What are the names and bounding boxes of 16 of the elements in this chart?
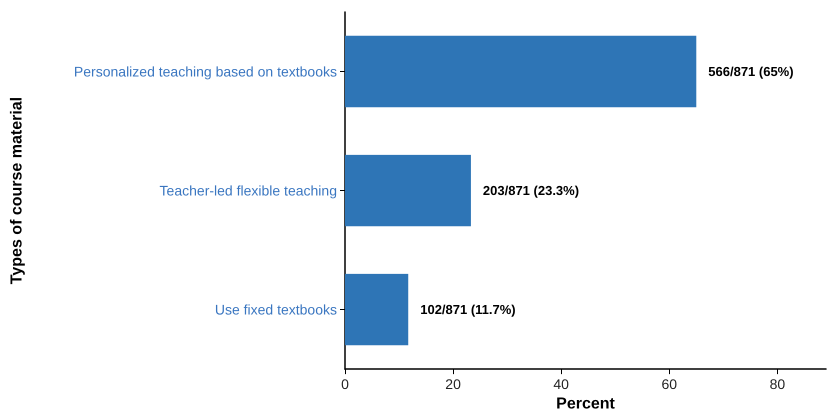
x-tick-label: 0 xyxy=(341,376,350,392)
data-label: 566/871 (65%) xyxy=(708,64,794,80)
y-axis-title: Types of course material xyxy=(8,96,26,284)
y-tick-label: Teacher-led flexible teaching xyxy=(160,182,337,199)
x-tick-label: 60 xyxy=(661,376,678,392)
x-axis-title: Percent xyxy=(556,396,616,412)
x-tick-label: 20 xyxy=(445,376,462,392)
bar xyxy=(345,274,408,346)
y-tick-label: Personalized teaching based on textbooks xyxy=(74,64,337,80)
data-label: 203/871 (23.3%) xyxy=(482,183,580,198)
y-tick-label: Use fixed textbooks xyxy=(214,302,337,318)
data-label: 102/871 (11.7%) xyxy=(420,302,516,318)
bar xyxy=(345,36,696,108)
x-tick-label: 80 xyxy=(770,376,786,392)
x-tick-label: 40 xyxy=(553,376,570,392)
bar xyxy=(345,154,471,226)
